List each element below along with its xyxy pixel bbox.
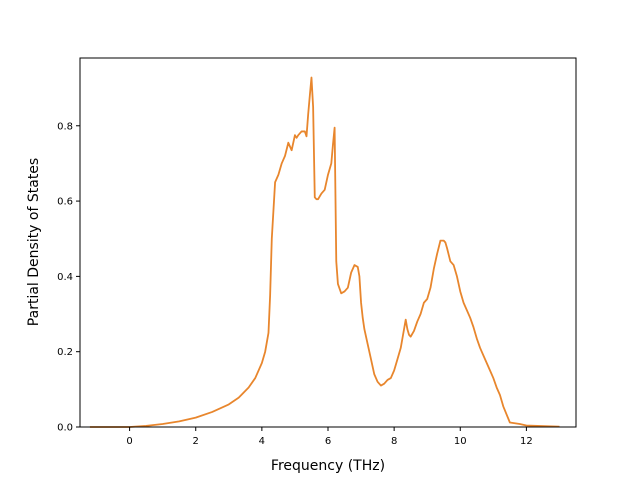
y-tick-label: 0.2 — [57, 347, 73, 358]
y-tick-label: 0.4 — [57, 272, 73, 283]
x-tick-label: 12 — [520, 436, 533, 447]
plot-background — [80, 58, 576, 427]
x-axis-ticks: 0 2 4 6 8 10 12 — [126, 427, 533, 447]
x-tick-label: 8 — [391, 436, 397, 447]
y-axis-ticks: 0.0 0.2 0.4 0.6 0.8 — [57, 121, 80, 434]
y-tick-label: 0.6 — [57, 197, 73, 208]
x-tick-label: 6 — [325, 436, 331, 447]
y-axis-label: Partial Density of States — [26, 158, 42, 326]
x-axis-label: Frequency (THz) — [271, 458, 385, 474]
x-tick-label: 0 — [126, 436, 132, 447]
x-tick-label: 2 — [193, 436, 199, 447]
x-tick-label: 4 — [259, 436, 265, 447]
x-tick-label: 10 — [454, 436, 467, 447]
pdos-series-line — [89, 76, 560, 428]
y-tick-label: 0.0 — [57, 423, 73, 434]
series-layer — [89, 76, 560, 428]
y-tick-label: 0.8 — [57, 121, 73, 132]
